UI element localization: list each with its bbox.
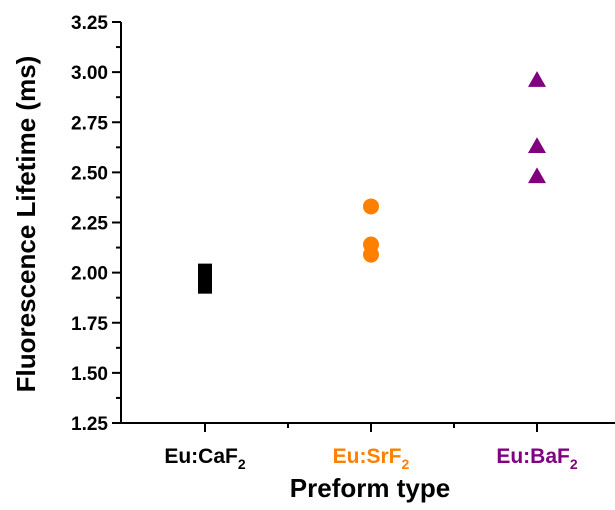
y-tick-label: 3.25 xyxy=(71,13,108,34)
data-point-triangle xyxy=(528,167,546,184)
y-tick-label: 2.75 xyxy=(71,113,108,134)
y-tick-label: 2.00 xyxy=(71,264,108,285)
y-tick-label: 2.50 xyxy=(71,163,108,184)
y-tick-label: 1.75 xyxy=(71,314,108,335)
x-tick-label: Eu:BaF2 xyxy=(496,445,578,472)
data-point-triangle xyxy=(528,71,546,87)
y-tick-label: 1.50 xyxy=(71,364,108,385)
x-tick-label: Eu:SrF2 xyxy=(333,445,410,472)
data-points xyxy=(198,71,546,294)
y-tick-label: 3.00 xyxy=(71,63,108,84)
y-tick-label: 2.25 xyxy=(71,214,108,235)
y-axis-title: Fluorescence Lifetime (ms) xyxy=(11,56,41,393)
data-point-triangle xyxy=(528,137,546,154)
y-tick-label: 1.25 xyxy=(71,414,108,435)
x-axis-title: Preform type xyxy=(290,473,450,503)
data-point-circle xyxy=(363,198,379,215)
x-ticks: Eu:CaF2 Eu:SrF2 Eu:BaF2 xyxy=(164,423,578,472)
y-ticks: 1.25 1.50 1.75 2.00 2.25 2.50 2.75 3.00 3.25 xyxy=(71,13,121,435)
x-tick-label: Eu:CaF2 xyxy=(164,445,246,472)
data-point-square xyxy=(198,263,212,278)
data-point-circle xyxy=(363,236,379,253)
